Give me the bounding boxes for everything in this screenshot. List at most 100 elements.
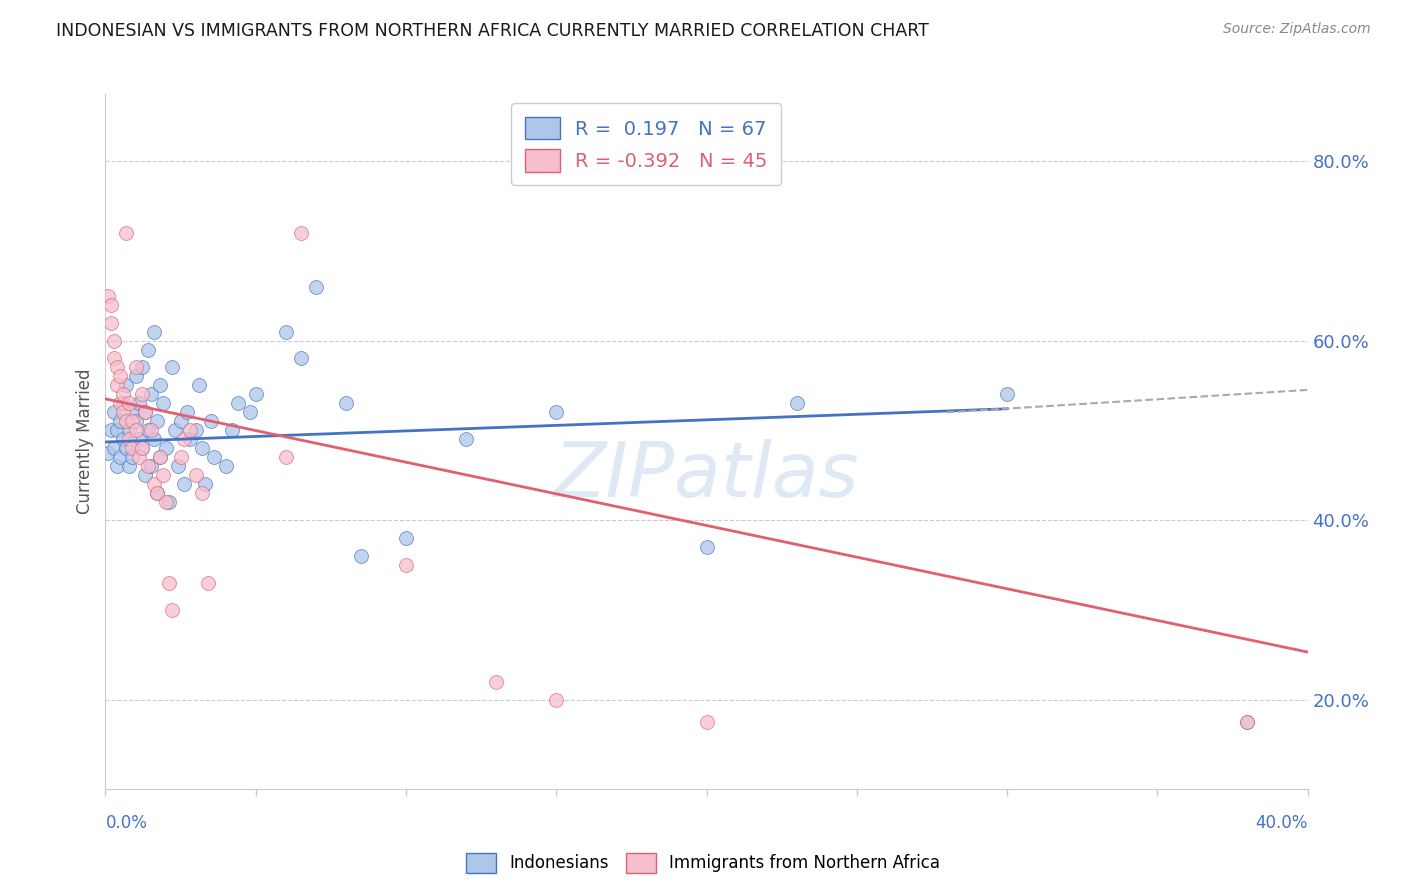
Legend: Indonesians, Immigrants from Northern Africa: Indonesians, Immigrants from Northern Af… [460, 847, 946, 880]
Point [145, 486, 167, 500]
Point [184, 468, 207, 483]
Point [136, 459, 159, 474]
Point [134, 468, 156, 483]
Point [100, 298, 122, 312]
Point [107, 423, 129, 437]
Point [184, 423, 207, 437]
Point [786, 396, 808, 410]
Point [118, 459, 141, 474]
Point [121, 450, 143, 465]
Point [157, 495, 180, 509]
Point [995, 387, 1018, 401]
Point [131, 360, 153, 375]
Y-axis label: Currently Married: Currently Married [76, 368, 94, 515]
Point [166, 459, 188, 474]
Point [103, 405, 125, 419]
Point [103, 442, 125, 456]
Point [124, 360, 146, 375]
Text: Source: ZipAtlas.com: Source: ZipAtlas.com [1223, 22, 1371, 37]
Point [115, 414, 138, 428]
Point [103, 351, 125, 366]
Point [169, 450, 191, 465]
Point [121, 405, 143, 419]
Point [160, 360, 183, 375]
Point [160, 603, 183, 617]
Point [115, 442, 138, 456]
Point [118, 432, 141, 446]
Point [245, 387, 267, 401]
Point [118, 396, 141, 410]
Point [112, 387, 135, 401]
Point [112, 432, 135, 446]
Point [107, 459, 129, 474]
Point [214, 459, 236, 474]
Point [139, 387, 162, 401]
Point [176, 405, 198, 419]
Point [97, 288, 120, 302]
Point [100, 316, 122, 330]
Point [121, 414, 143, 428]
Point [145, 414, 167, 428]
Point [142, 477, 165, 491]
Point [136, 343, 159, 357]
Point [202, 450, 225, 465]
Point [148, 450, 170, 465]
Point [112, 405, 135, 419]
Point [124, 423, 146, 437]
Point [136, 423, 159, 437]
Point [155, 495, 177, 509]
Point [1236, 715, 1258, 730]
Point [115, 226, 138, 240]
Point [110, 450, 132, 465]
Point [110, 396, 132, 410]
Point [152, 468, 174, 483]
Point [139, 459, 162, 474]
Point [163, 423, 186, 437]
Point [221, 423, 243, 437]
Point [169, 414, 191, 428]
Point [128, 450, 150, 465]
Point [155, 442, 177, 456]
Point [139, 423, 162, 437]
Point [148, 378, 170, 392]
Point [290, 226, 312, 240]
Point [173, 477, 195, 491]
Point [274, 450, 297, 465]
Point [110, 369, 132, 384]
Point [110, 414, 132, 428]
Point [239, 405, 262, 419]
Point [157, 576, 180, 591]
Point [152, 396, 174, 410]
Point [546, 692, 568, 706]
Point [395, 558, 418, 572]
Point [100, 423, 122, 437]
Point [454, 432, 477, 446]
Point [395, 531, 418, 545]
Point [124, 414, 146, 428]
Point [131, 387, 153, 401]
Point [145, 486, 167, 500]
Point [1236, 715, 1258, 730]
Point [290, 351, 312, 366]
Point [107, 378, 129, 392]
Point [187, 378, 209, 392]
Point [190, 442, 212, 456]
Point [194, 477, 217, 491]
Text: ZIPatlas: ZIPatlas [554, 440, 859, 513]
Point [335, 396, 357, 410]
Point [115, 378, 138, 392]
Point [200, 414, 222, 428]
Text: 0.0%: 0.0% [105, 814, 148, 831]
Point [142, 432, 165, 446]
Point [305, 279, 328, 293]
Point [112, 396, 135, 410]
Point [121, 442, 143, 456]
Point [179, 432, 201, 446]
Point [274, 325, 297, 339]
Point [190, 486, 212, 500]
Point [696, 715, 718, 730]
Point [350, 549, 373, 563]
Point [546, 405, 568, 419]
Point [131, 442, 153, 456]
Point [103, 334, 125, 348]
